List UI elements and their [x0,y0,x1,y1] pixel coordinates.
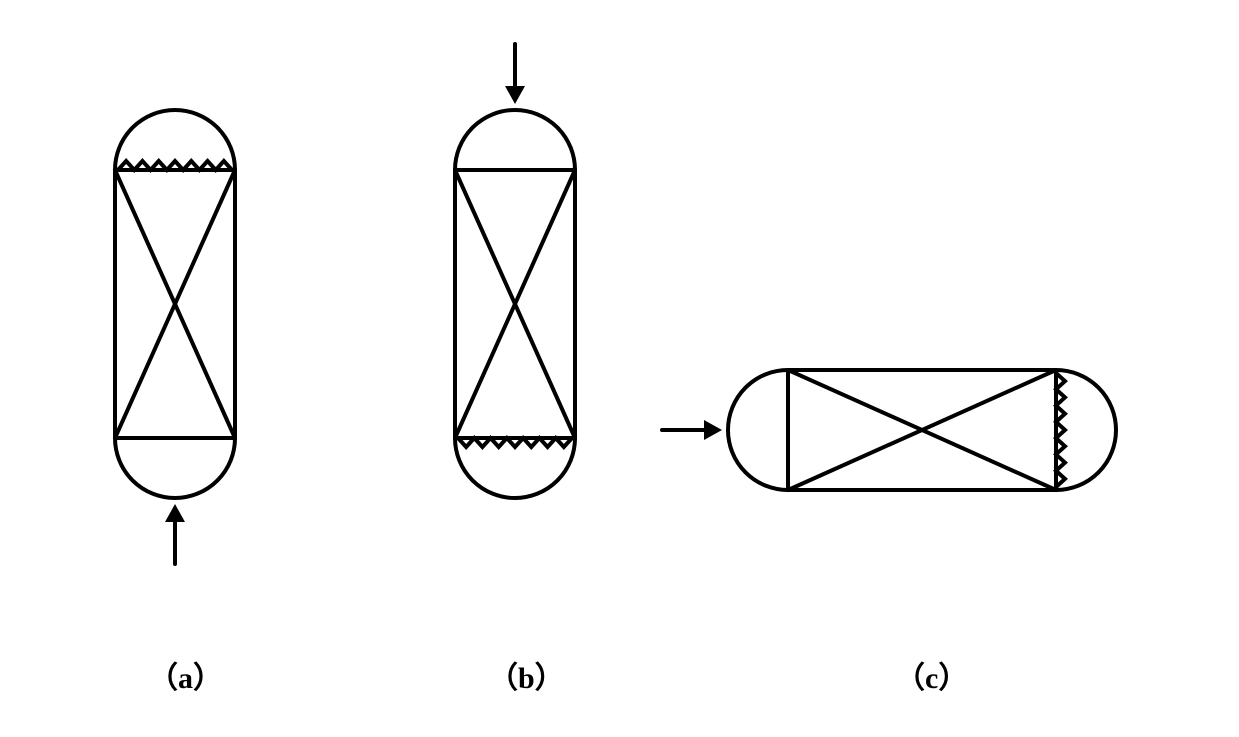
subfigure-label-b: （b） [488,661,565,695]
flow-arrow [505,44,525,104]
vessel-c [662,370,1116,490]
subfigure-label-c: （c） [895,661,968,695]
diagram-canvas: （a） （b） （c） [0,0,1239,737]
vessel-b [455,44,575,498]
flow-arrow [662,420,722,440]
flow-arrow [165,504,185,564]
vessel-a [115,110,235,564]
subfigure-label-a: （a） [148,661,223,695]
